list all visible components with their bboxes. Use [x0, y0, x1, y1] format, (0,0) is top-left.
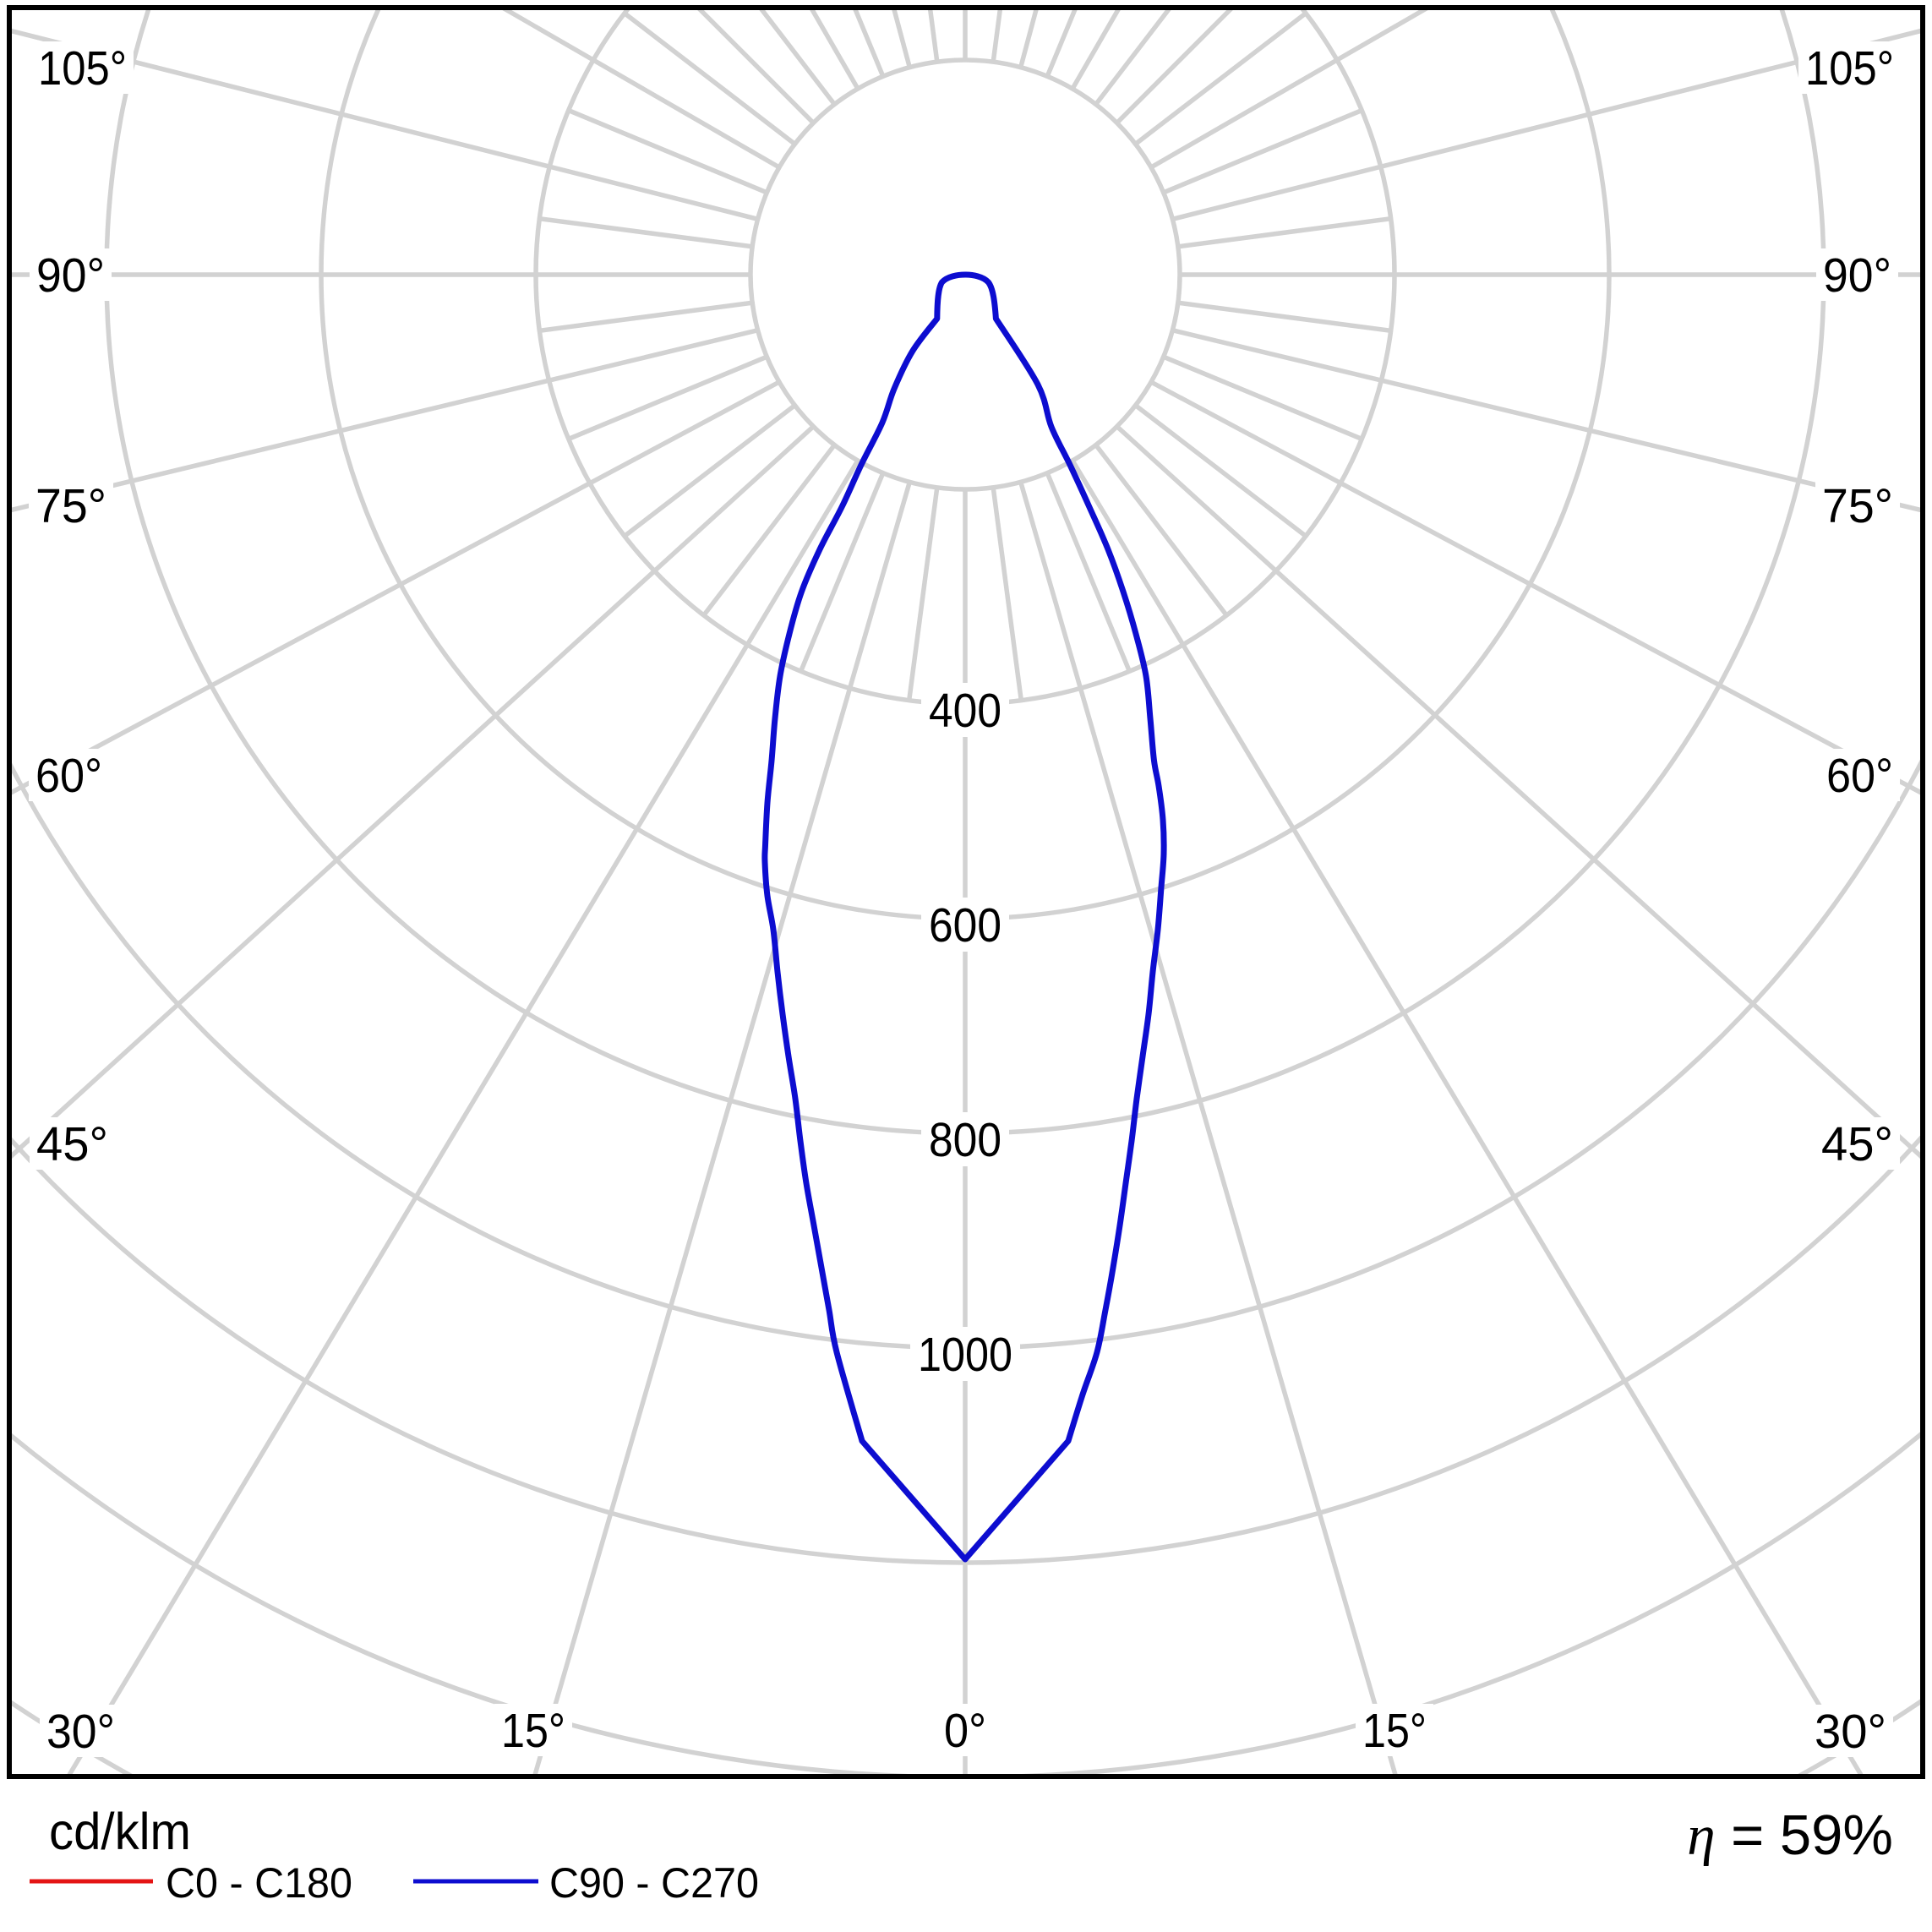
svg-text:cd/klm: cd/klm [49, 1803, 191, 1860]
svg-text:400: 400 [929, 684, 1001, 738]
svg-text:30°: 30° [1815, 1705, 1886, 1759]
svg-text:60°: 60° [1826, 749, 1893, 803]
svg-text:75°: 75° [35, 479, 106, 533]
svg-text:0°: 0° [944, 1704, 986, 1758]
svg-text:105°: 105° [38, 41, 127, 96]
svg-text:C90 - C270: C90 - C270 [549, 1859, 759, 1907]
svg-text:45°: 45° [1821, 1117, 1893, 1171]
svg-text:30°: 30° [46, 1705, 115, 1759]
svg-text:15°: 15° [1362, 1704, 1427, 1758]
svg-text:η = 59%: η = 59% [1687, 1804, 1893, 1867]
svg-text:600: 600 [929, 898, 1001, 952]
svg-text:90°: 90° [1823, 248, 1891, 303]
svg-text:800: 800 [929, 1113, 1001, 1167]
svg-text:90°: 90° [36, 248, 105, 303]
svg-text:60°: 60° [35, 749, 102, 803]
svg-text:105°: 105° [1805, 41, 1894, 96]
svg-text:1000: 1000 [918, 1328, 1012, 1382]
svg-text:75°: 75° [1822, 479, 1893, 533]
svg-text:45°: 45° [36, 1117, 108, 1171]
svg-text:C0 - C180: C0 - C180 [166, 1859, 352, 1907]
svg-text:15°: 15° [501, 1704, 565, 1758]
